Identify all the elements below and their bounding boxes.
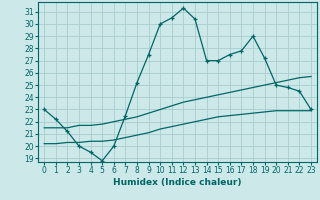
X-axis label: Humidex (Indice chaleur): Humidex (Indice chaleur) [113, 178, 242, 187]
